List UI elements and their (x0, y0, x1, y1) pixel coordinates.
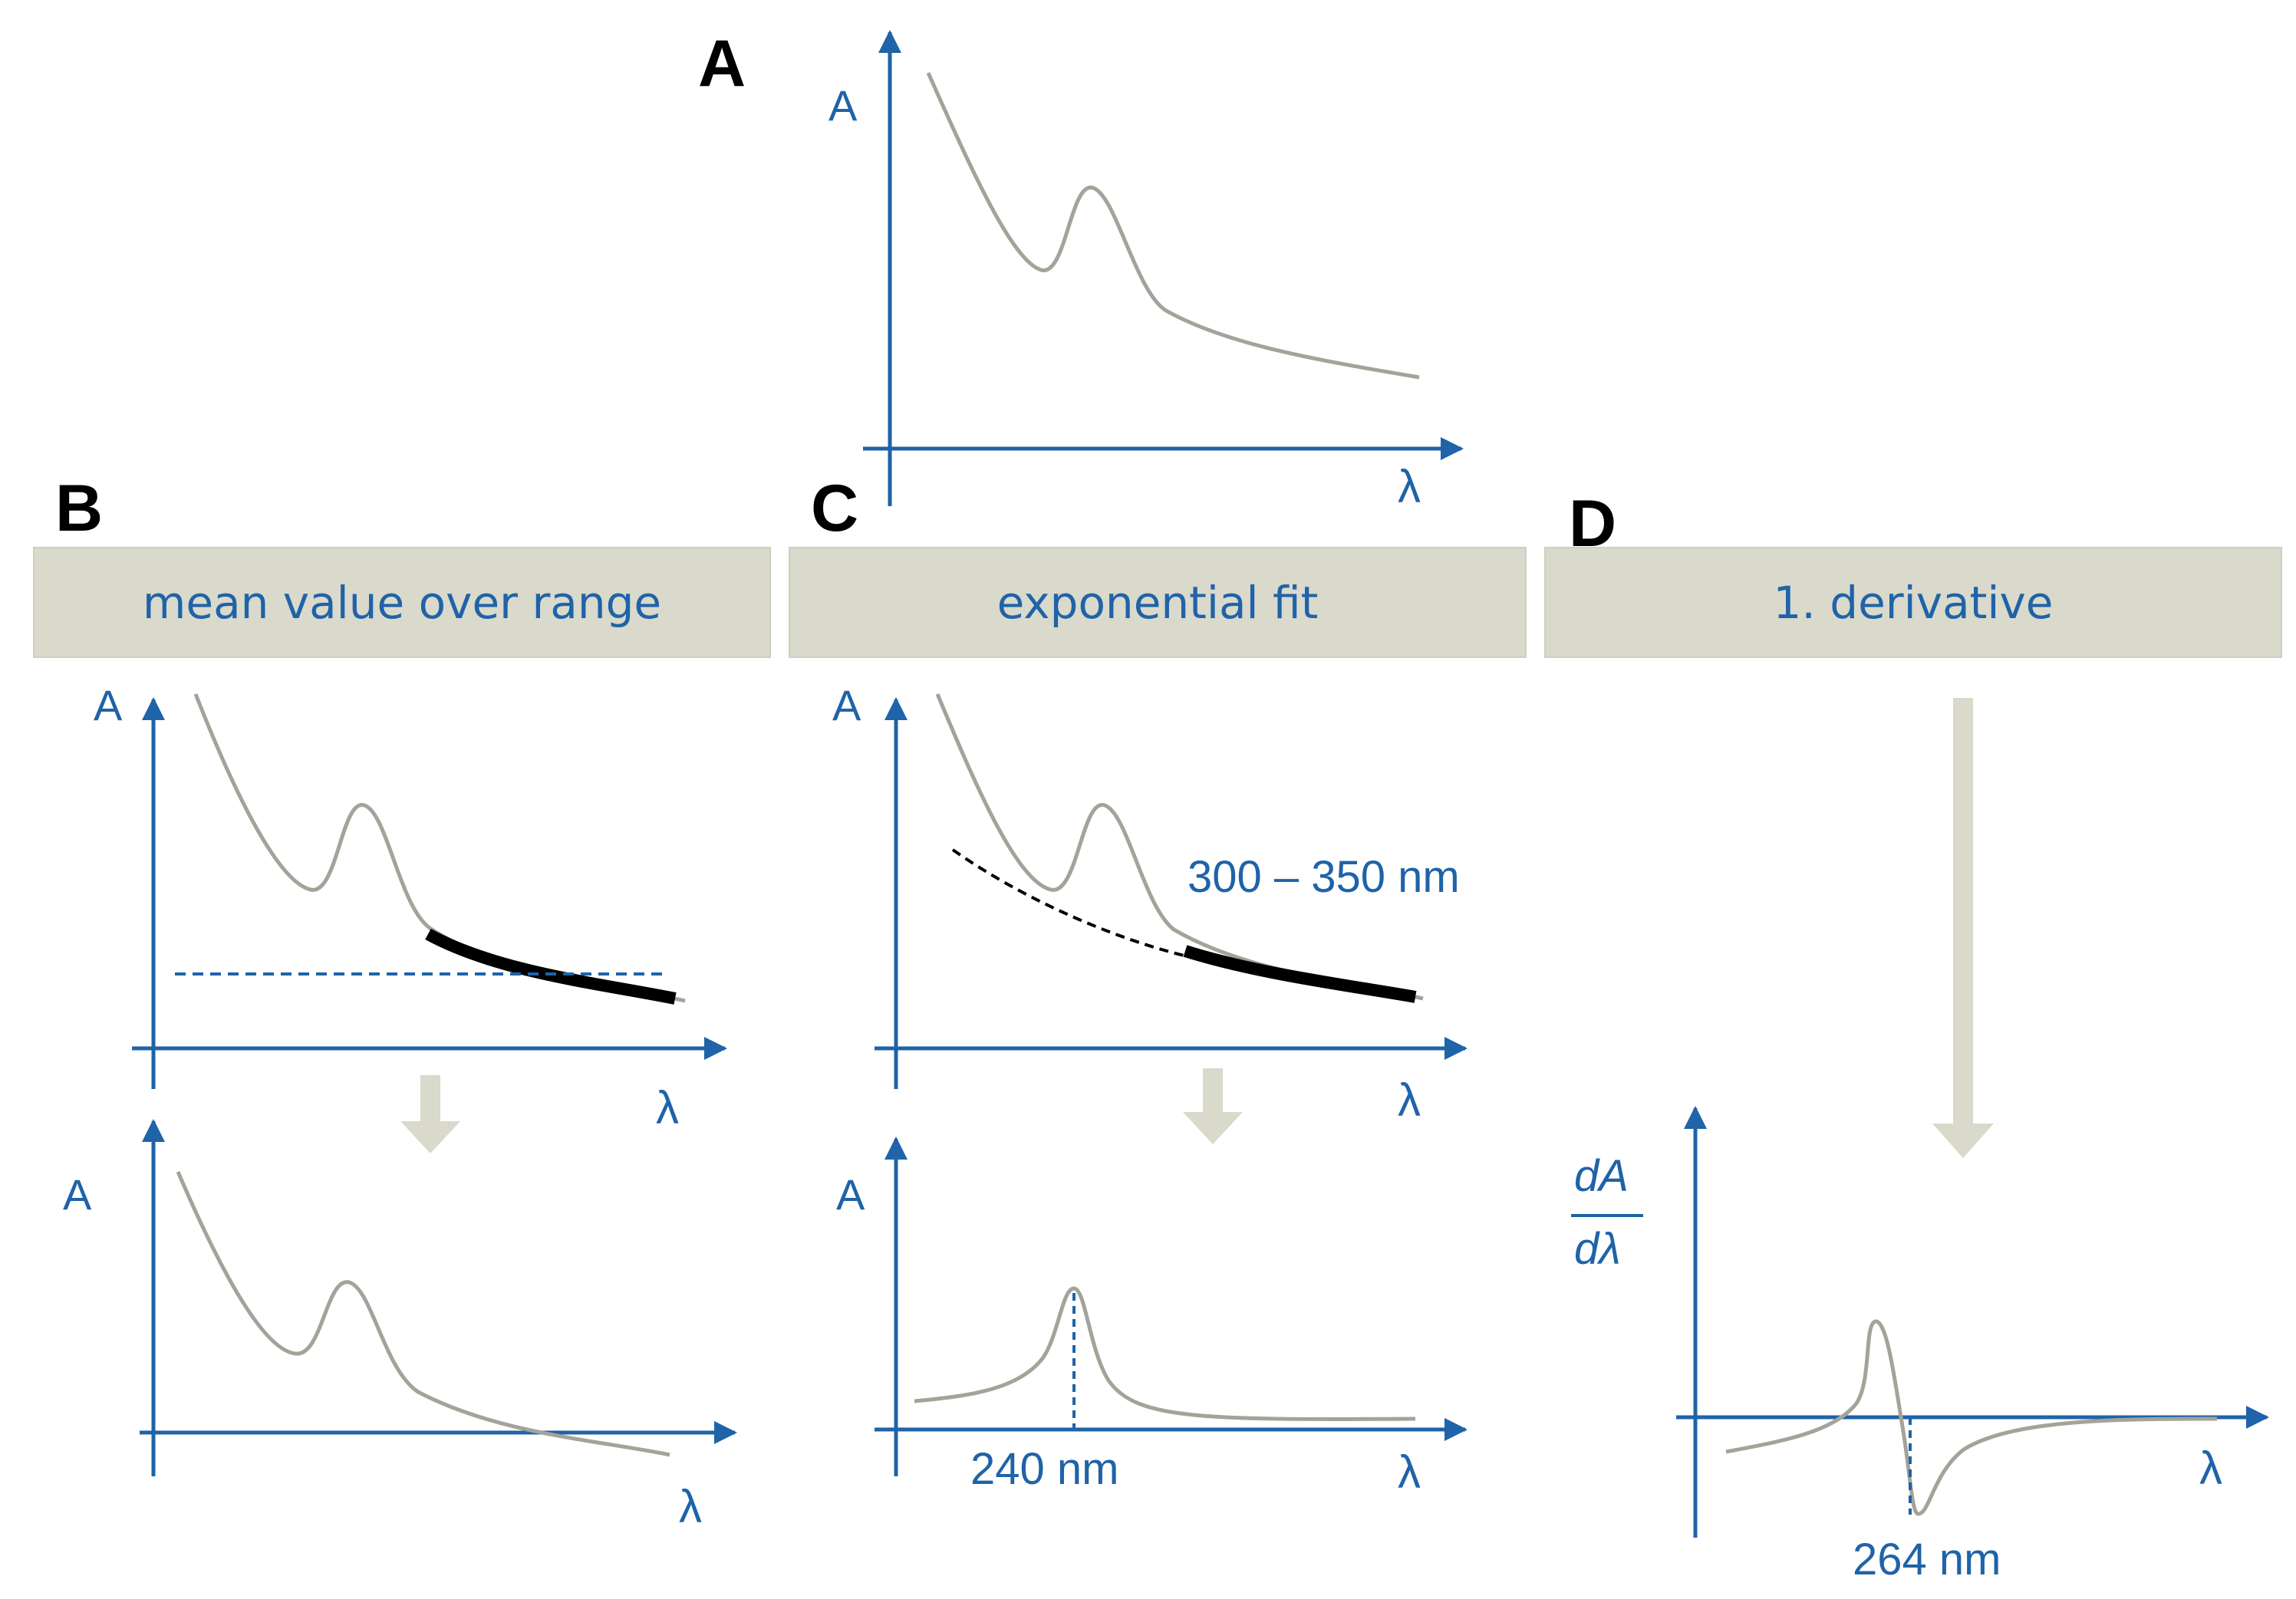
panel-c-fit-segment (1183, 945, 1417, 1003)
panel-b-top-spectrum (193, 693, 686, 1003)
panel-c-top-x-label: λ (1398, 1074, 1421, 1126)
panel-b-top-chart (132, 693, 727, 1089)
panel-c-top-chart (875, 693, 1468, 1089)
panel-b-method-label: mean value over range (142, 576, 662, 629)
panel-d-x-label: λ (2199, 1443, 2222, 1494)
panel-c-bottom-chart (875, 1137, 1468, 1476)
panel-d-y-label-denominator: dλ (1574, 1224, 1621, 1274)
panel-a-letter: A (698, 27, 746, 100)
panel-a-x-label: λ (1398, 461, 1421, 512)
panel-c-fit-range-label: 300 – 350 nm (1188, 852, 1460, 902)
panel-b-flow-arrow (400, 1075, 460, 1153)
panel-c-letter: C (811, 472, 859, 545)
panel-b-bottom-chart (140, 1119, 737, 1476)
panel-c-top-spectrum (935, 693, 1424, 1001)
panel-b-top-x-label: λ (656, 1082, 679, 1133)
panel-d-flow-arrow (1932, 698, 1994, 1158)
panel-c-top-y-label: A (832, 681, 861, 729)
panel-b-method-box: mean value over range (33, 547, 771, 658)
panel-c-bottom-spectrum (914, 1286, 1416, 1421)
panel-d-peak-label: 264 nm (1853, 1535, 2001, 1584)
panel-b-bottom-x-label: λ (679, 1481, 702, 1532)
panel-d-method-box: 1. derivative (1544, 547, 2282, 658)
panel-c-method-box: exponential fit (789, 547, 1527, 658)
panel-d-method-label: 1. derivative (1773, 576, 2054, 629)
panel-a-y-label: A (828, 81, 858, 130)
panel-b-fit-segment (425, 928, 677, 1005)
panel-d-y-label-numerator: dA (1574, 1151, 1629, 1201)
panel-d-derivative-curve (1725, 1319, 2218, 1516)
panel-c-peak-label: 240 nm (970, 1444, 1119, 1494)
panel-a-chart (863, 30, 1464, 506)
panel-c-method-label: exponential fit (996, 576, 1319, 629)
panel-c-exponential-fit (951, 848, 1197, 960)
panel-d-letter: D (1569, 487, 1617, 561)
panel-b-letter: B (55, 472, 104, 545)
panel-d-chart (1571, 1106, 2269, 1538)
panel-a-spectrum (926, 71, 1420, 380)
panel-c-bottom-x-label: λ (1398, 1446, 1421, 1498)
panel-c-flow-arrow (1183, 1068, 1243, 1144)
panel-b-top-y-label: A (94, 681, 123, 729)
panel-c-bottom-y-label: A (836, 1170, 865, 1219)
panel-b-bottom-y-label: A (63, 1170, 92, 1219)
panel-b-bottom-spectrum (176, 1171, 670, 1457)
